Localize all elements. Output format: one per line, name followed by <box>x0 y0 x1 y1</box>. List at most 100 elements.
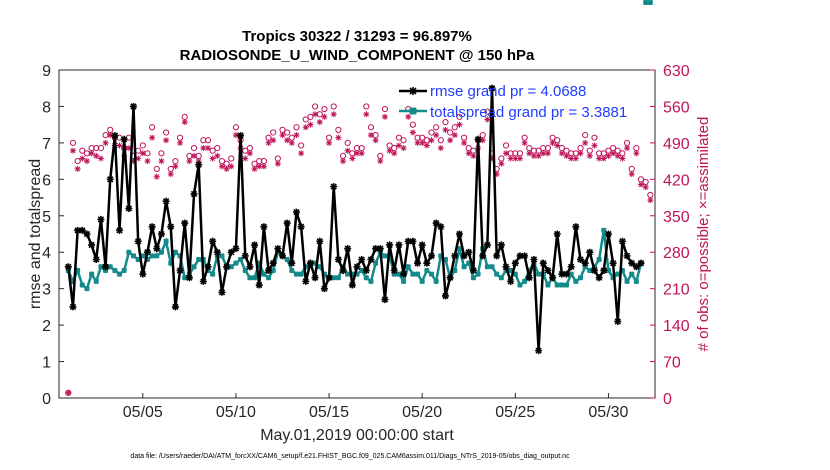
rmse-point <box>227 248 235 256</box>
rmse-point <box>395 241 403 249</box>
rmse-point <box>432 219 440 227</box>
rmse-point <box>441 292 449 300</box>
spread-point <box>359 267 365 273</box>
obs-assimilated-point <box>260 163 267 170</box>
y-right-tick-label: 70 <box>663 355 681 372</box>
spread-point <box>163 238 169 244</box>
x-tick-label: 05/30 <box>588 404 628 421</box>
obs-assimilated-point <box>372 137 379 144</box>
obs-assimilated-point <box>516 155 523 162</box>
rmse-point <box>292 208 300 216</box>
y-right-tick-label: 140 <box>663 318 690 335</box>
y-axis-label-right: # of obs: o=possible; ×=assimilated <box>695 117 712 352</box>
spread-point <box>298 271 304 277</box>
rmse-point <box>199 277 207 285</box>
rmse-point <box>460 252 468 260</box>
obs-possible-point <box>214 144 221 152</box>
spread-point <box>401 278 407 284</box>
legend-spread-label: totalspread grand pr = 3.3881 <box>430 104 627 121</box>
obs-possible-point <box>330 103 337 110</box>
obs-assimilated-point <box>163 137 170 144</box>
spread-point <box>433 278 439 284</box>
spread-point <box>647 0 653 5</box>
rmse-point <box>521 252 529 260</box>
obs-assimilated-point <box>596 155 603 162</box>
y-tick-label: 9 <box>42 63 51 80</box>
rmse-point <box>209 237 217 245</box>
obs-possible-point <box>316 111 323 118</box>
obs-assimilated-point <box>628 171 635 178</box>
spread-point <box>554 282 560 288</box>
rmse-point <box>139 270 147 278</box>
y-right-tick-label: 0 <box>663 391 672 408</box>
rmse-point <box>232 245 240 253</box>
obs-assimilated-point <box>288 139 295 146</box>
obs-assimilated-point <box>246 150 253 157</box>
obs-possible-point <box>321 105 328 113</box>
obs-assimilated-point <box>256 163 263 170</box>
y-tick-label: 1 <box>42 355 51 372</box>
obs-assimilated-point <box>251 165 258 172</box>
obs-assimilated-point <box>167 171 174 178</box>
rmse-point <box>213 248 221 256</box>
y-right-tick-label: 630 <box>663 63 690 80</box>
obs-assimilated-point <box>74 165 81 172</box>
spread-point <box>219 253 225 259</box>
x-tick-label: 05/25 <box>495 404 535 421</box>
spread-point <box>633 278 639 284</box>
obs-assimilated-point <box>284 137 291 144</box>
y-right-tick-label: 210 <box>663 282 690 299</box>
rmse-point <box>111 132 119 140</box>
obs-assimilated-point <box>647 197 654 204</box>
obs-possible-point <box>149 124 156 131</box>
obs-possible-point <box>302 116 309 123</box>
spread-point <box>293 271 299 277</box>
rmse-point <box>297 223 305 231</box>
obs-possible-point <box>591 134 598 141</box>
obs-assimilated-point <box>470 152 477 159</box>
rmse-point <box>190 190 198 198</box>
rmse-point <box>544 266 552 274</box>
y-right-tick-label: 420 <box>663 172 690 189</box>
obs-assimilated-point <box>461 139 468 146</box>
rmse-point <box>130 102 137 110</box>
y-right-tick-label: 280 <box>663 245 690 262</box>
spread-point <box>596 257 602 263</box>
obs-assimilated-point <box>274 160 281 167</box>
rmse-point <box>414 259 422 267</box>
obs-possible-point <box>437 137 444 144</box>
rmse-point <box>279 252 286 260</box>
obs-assimilated-point <box>530 152 537 159</box>
rmse-point <box>604 230 612 238</box>
obs-possible-point <box>158 150 165 157</box>
rmse-point <box>507 277 515 285</box>
obs-assimilated-point <box>586 152 593 159</box>
rmse-point <box>223 263 231 271</box>
spread-point <box>345 271 351 277</box>
spread-point <box>89 271 95 277</box>
spread-point <box>536 271 542 277</box>
obs-possible-point <box>153 165 160 173</box>
rmse-point <box>577 256 584 264</box>
obs-assimilated-point <box>335 134 342 141</box>
legend-rmse-label: rmse grand pr = 4.0688 <box>430 83 586 100</box>
rmse-point <box>409 237 417 245</box>
spread-point <box>517 282 523 288</box>
obs-assimilated-point <box>633 150 640 157</box>
spread-point <box>284 257 290 263</box>
legend-rmse-marker <box>409 87 417 95</box>
spread-point <box>79 282 85 288</box>
rmse-point <box>306 259 314 267</box>
spread-point <box>252 275 258 281</box>
obs-possible-point <box>79 147 86 154</box>
spread-point <box>629 271 635 277</box>
rmse-point <box>97 215 105 223</box>
rmse-point <box>330 183 338 191</box>
y-right-tick-label: 560 <box>663 99 690 116</box>
rmse-point <box>237 132 245 140</box>
rmse-point <box>344 245 352 253</box>
spread-point <box>475 271 481 277</box>
spread-point <box>158 249 164 255</box>
rmse-point <box>446 274 454 282</box>
obs-possible-point <box>144 150 151 157</box>
